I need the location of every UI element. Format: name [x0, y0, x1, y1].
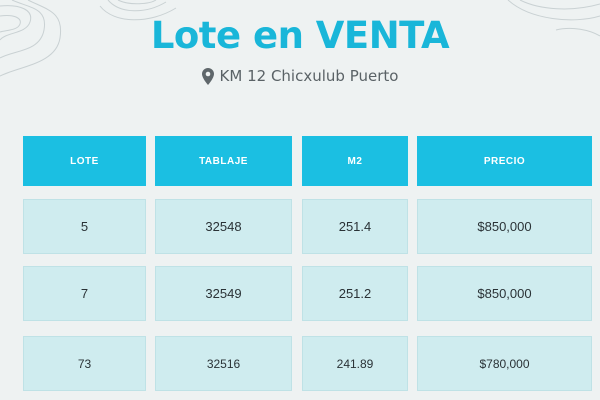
table-cell-lote: 7	[23, 266, 146, 321]
column-header-tablaje: TABLAJE	[155, 136, 292, 186]
map-pin-icon	[201, 67, 214, 85]
topographic-background	[0, 0, 600, 77]
table-cell-precio: $850,000	[417, 199, 592, 254]
table-cell-precio: $850,000	[417, 266, 592, 321]
table-cell-m2: 251.4	[302, 199, 408, 254]
table-cell-m2: 251.2	[302, 266, 408, 321]
table-cell-tablaje: 32549	[155, 266, 292, 321]
table-cell-lote: 5	[23, 199, 146, 254]
column-header-lote: LOTE	[23, 136, 146, 186]
page-title: Lote en VENTA	[150, 14, 450, 57]
table-cell-tablaje: 32548	[155, 199, 292, 254]
column-header-precio: PRECIO	[417, 136, 592, 186]
location-line: KM 12 Chicxulub Puerto	[0, 64, 600, 88]
table-cell-m2: 241.89	[302, 336, 408, 391]
table-cell-precio: $780,000	[417, 336, 592, 391]
location-text: KM 12 Chicxulub Puerto	[219, 67, 399, 85]
column-header-m2: M2	[302, 136, 408, 186]
table-cell-lote: 73	[23, 336, 146, 391]
table-cell-tablaje: 32516	[155, 336, 292, 391]
